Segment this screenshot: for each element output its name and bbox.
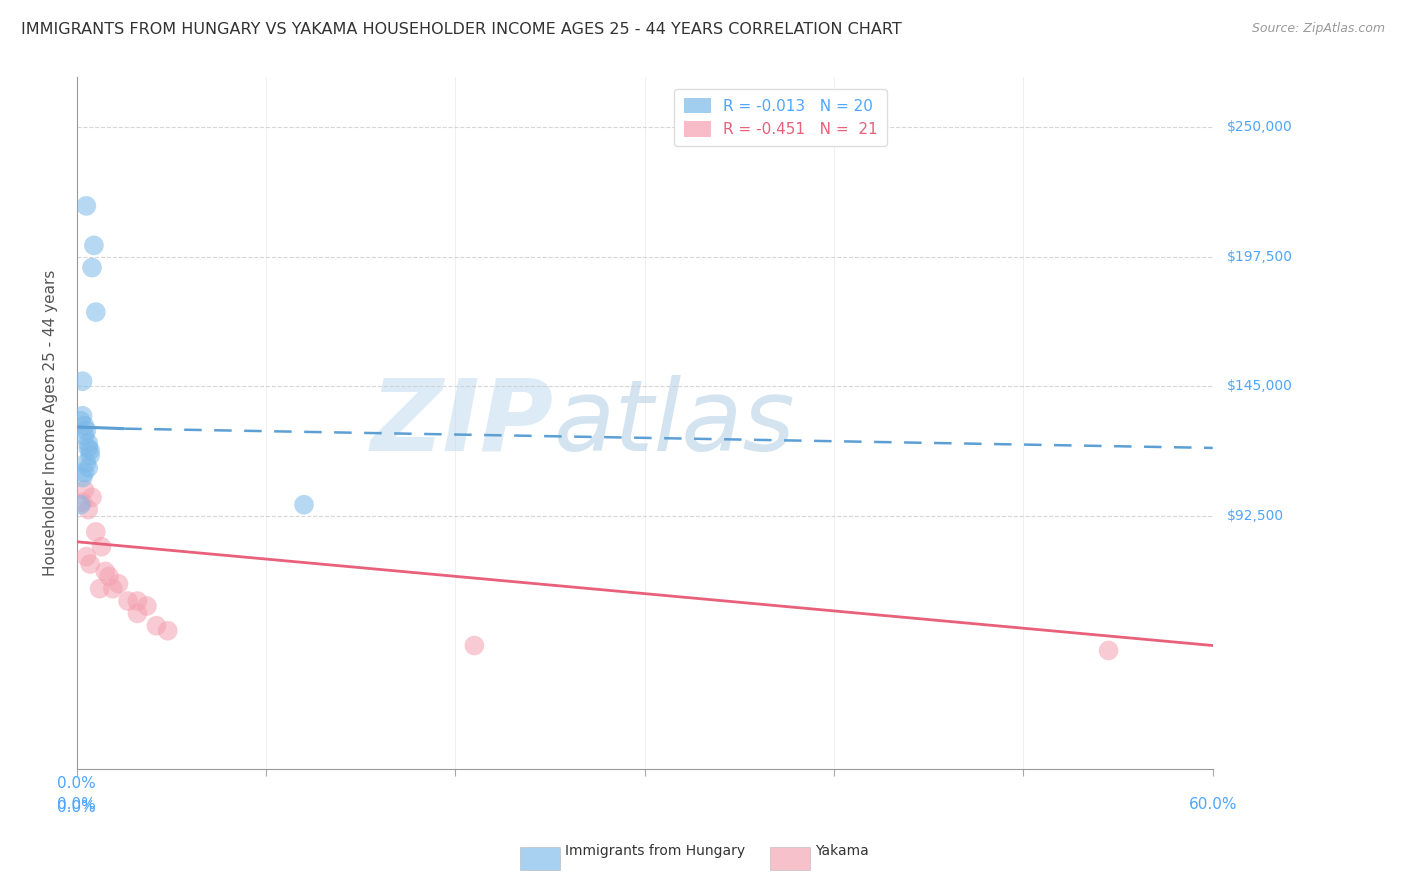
Point xyxy=(73,418,96,433)
Point xyxy=(101,582,124,596)
Point xyxy=(72,409,94,423)
Point xyxy=(83,238,105,252)
Text: $250,000: $250,000 xyxy=(1226,120,1292,134)
Text: ZIP: ZIP xyxy=(371,375,554,472)
Point xyxy=(127,594,149,608)
Point xyxy=(79,443,101,458)
Y-axis label: Householder Income Ages 25 - 44 years: Householder Income Ages 25 - 44 years xyxy=(44,270,58,576)
Point xyxy=(73,466,96,480)
Point xyxy=(73,428,96,442)
Point xyxy=(77,460,100,475)
Text: 0.0%: 0.0% xyxy=(58,797,96,812)
Point xyxy=(77,502,100,516)
Point xyxy=(69,498,91,512)
Point xyxy=(80,491,103,505)
Point xyxy=(292,498,315,512)
Text: $145,000: $145,000 xyxy=(1226,379,1292,393)
Point xyxy=(77,441,100,455)
Point xyxy=(72,374,94,388)
Point xyxy=(80,260,103,275)
Point xyxy=(75,549,97,564)
Text: Source: ZipAtlas.com: Source: ZipAtlas.com xyxy=(1251,22,1385,36)
Point xyxy=(463,639,485,653)
Text: Yakama: Yakama xyxy=(815,844,869,858)
Point xyxy=(79,557,101,571)
Point xyxy=(77,436,100,450)
Text: IMMIGRANTS FROM HUNGARY VS YAKAMA HOUSEHOLDER INCOME AGES 25 - 44 YEARS CORRELAT: IMMIGRANTS FROM HUNGARY VS YAKAMA HOUSEH… xyxy=(21,22,901,37)
Point xyxy=(72,495,94,509)
Legend: R = -0.013   N = 20, R = -0.451   N =  21: R = -0.013 N = 20, R = -0.451 N = 21 xyxy=(675,88,887,146)
Point xyxy=(156,624,179,638)
Text: 0.0%: 0.0% xyxy=(58,799,96,814)
Point xyxy=(72,470,94,484)
Point xyxy=(69,414,91,428)
Text: 60.0%: 60.0% xyxy=(1188,797,1237,812)
Text: 0.0%: 0.0% xyxy=(58,776,96,791)
Point xyxy=(94,565,117,579)
Point xyxy=(84,524,107,539)
Text: atlas: atlas xyxy=(554,375,796,472)
Text: $197,500: $197,500 xyxy=(1226,250,1292,263)
Point xyxy=(84,305,107,319)
Point xyxy=(75,424,97,438)
Point xyxy=(98,569,121,583)
Point xyxy=(117,594,139,608)
Point xyxy=(90,540,112,554)
Text: Immigrants from Hungary: Immigrants from Hungary xyxy=(565,844,745,858)
Point xyxy=(75,199,97,213)
Point xyxy=(127,607,149,621)
Point xyxy=(107,576,129,591)
Text: $92,500: $92,500 xyxy=(1226,508,1284,523)
Point xyxy=(135,599,157,613)
Point xyxy=(89,582,111,596)
Point xyxy=(79,448,101,462)
Point xyxy=(145,619,167,633)
Point xyxy=(75,456,97,470)
Point xyxy=(73,483,96,497)
Point xyxy=(1097,643,1119,657)
